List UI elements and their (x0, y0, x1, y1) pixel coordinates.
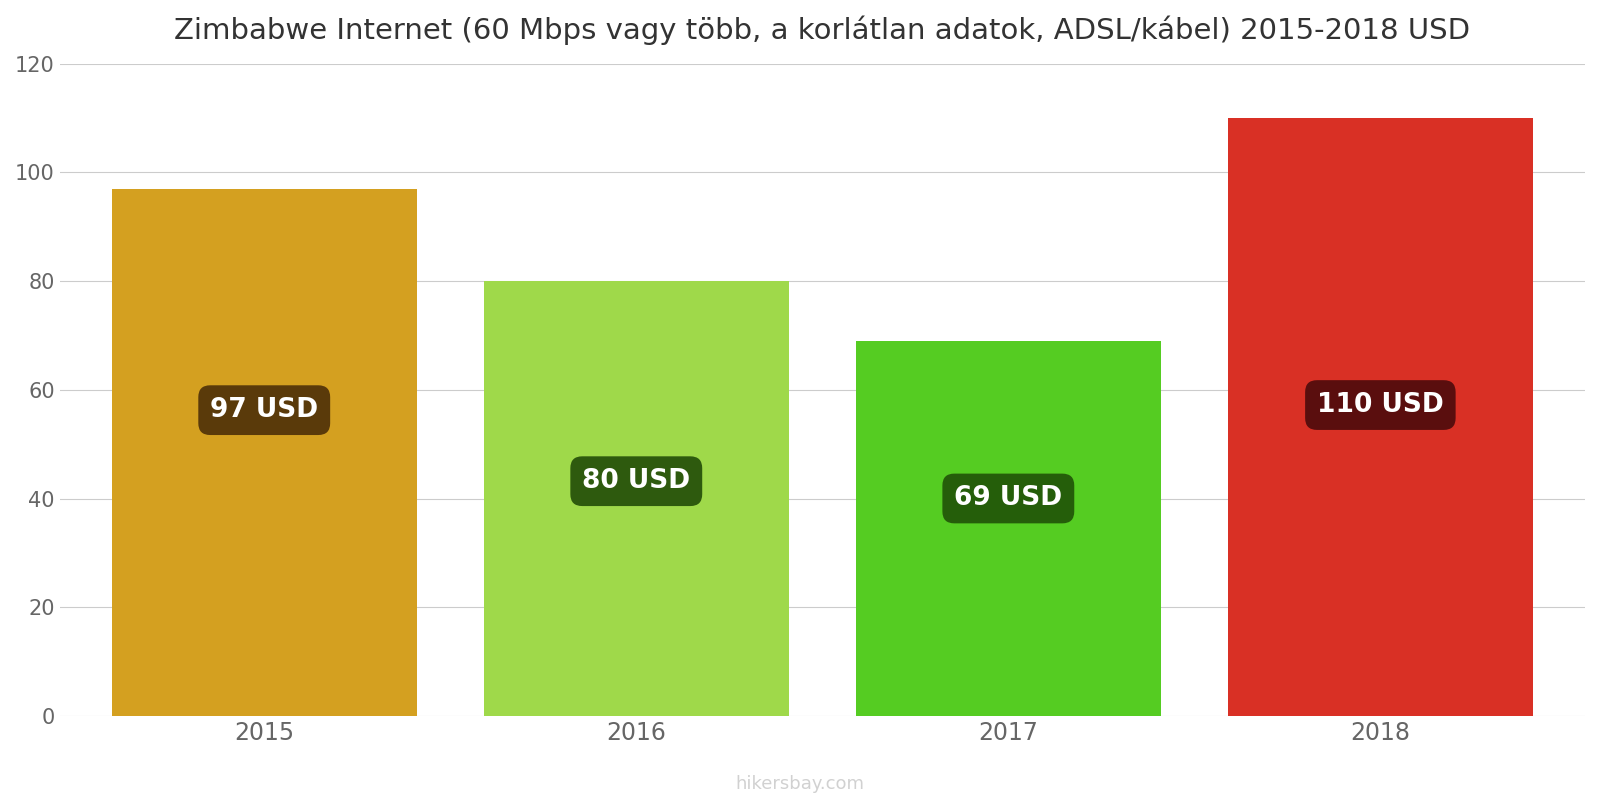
Text: hikersbay.com: hikersbay.com (736, 775, 864, 793)
Text: 97 USD: 97 USD (210, 397, 318, 423)
Title: Zimbabwe Internet (60 Mbps vagy több, a korlátlan adatok, ADSL/kábel) 2015-2018 : Zimbabwe Internet (60 Mbps vagy több, a … (174, 15, 1470, 45)
Text: 69 USD: 69 USD (954, 486, 1062, 511)
Bar (112, 189, 416, 716)
Text: 80 USD: 80 USD (582, 468, 690, 494)
Text: 110 USD: 110 USD (1317, 392, 1443, 418)
Bar (856, 341, 1162, 716)
Bar (483, 281, 789, 716)
Bar (1227, 118, 1533, 716)
